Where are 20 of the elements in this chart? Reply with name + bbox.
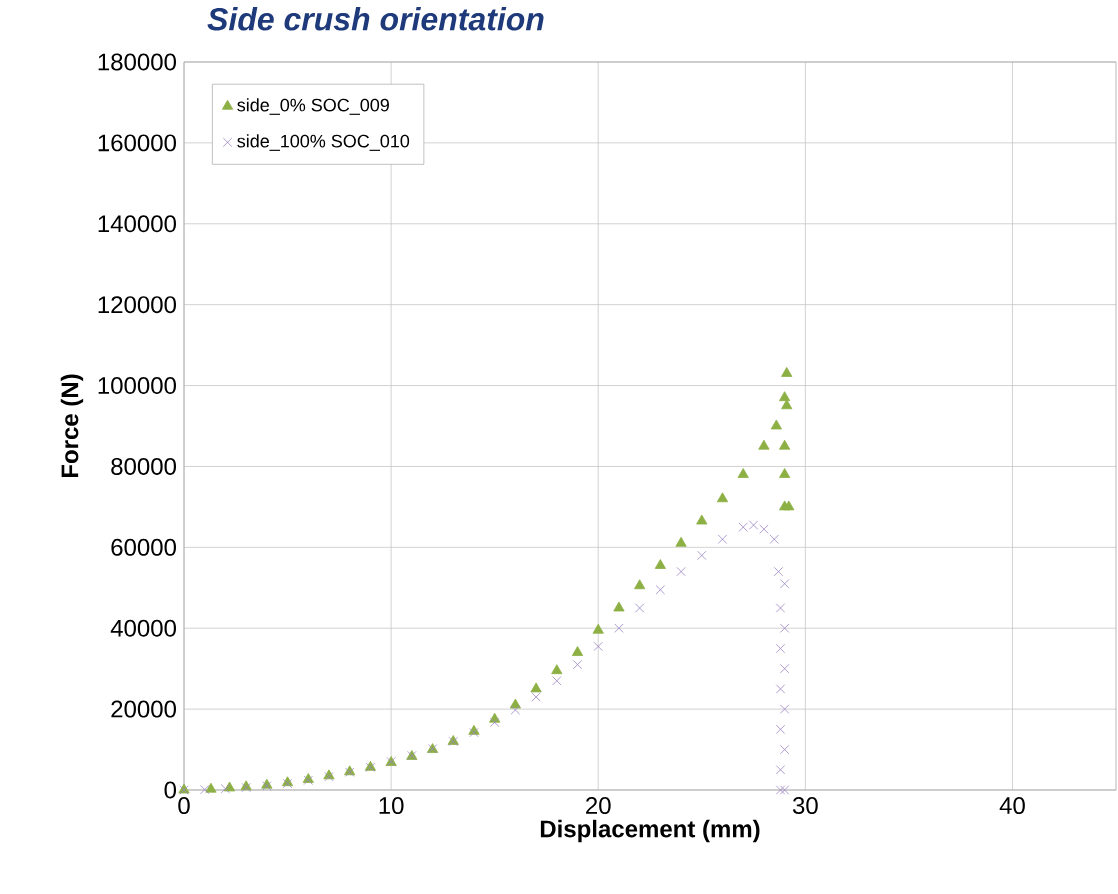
x-tick-label: 30 <box>792 797 818 815</box>
legend-label: side_0% SOC_009 <box>237 98 389 115</box>
y-tick-label: 120000 <box>98 296 176 314</box>
y-tick-label: 100000 <box>98 377 176 395</box>
y-tick-label: 0 <box>164 781 177 799</box>
legend-label: side_100% SOC_010 <box>237 134 410 151</box>
chart-title: Side crush orientation <box>207 7 544 31</box>
y-tick-label: 180000 <box>98 53 176 71</box>
y-tick-label: 160000 <box>98 134 176 152</box>
x-tick-label: 10 <box>379 797 404 815</box>
x-axis-title: Displacement (mm) <box>540 819 760 843</box>
y-axis-title: Force (N) <box>60 374 84 478</box>
y-tick-label: 20000 <box>111 700 176 718</box>
y-tick-label: 40000 <box>110 619 176 637</box>
y-tick-label: 140000 <box>98 215 176 233</box>
x-tick-label: 40 <box>999 797 1025 815</box>
y-tick-label: 80000 <box>111 457 176 475</box>
y-tick-label: 60000 <box>111 538 176 556</box>
x-tick-label: 20 <box>586 797 611 815</box>
x-tick-label: 0 <box>178 797 190 815</box>
